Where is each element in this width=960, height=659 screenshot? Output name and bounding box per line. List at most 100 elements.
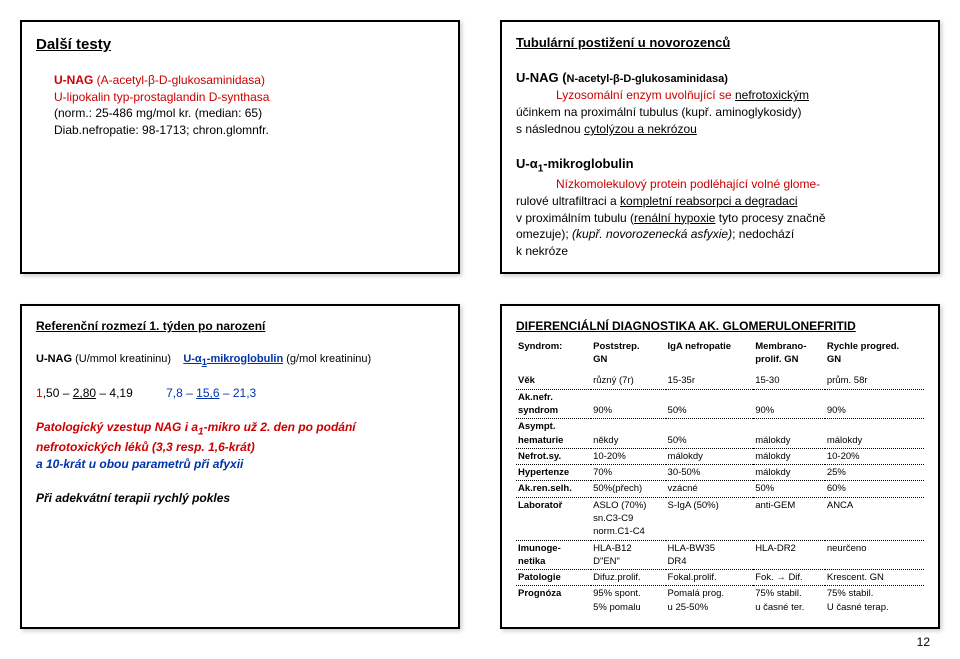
r-ak1: Ak.nefr. (518, 392, 553, 403)
unag-body: Lyzosomální enzym uvolňující se (556, 88, 735, 102)
pr2b: u 25-50% (668, 602, 709, 613)
ua1-b4: omezuje); (516, 227, 572, 241)
c3a: Membrano- (755, 341, 806, 352)
heading-dd: DIFERENCIÁLNÍ DIAGNOSTIKA AK. GLOMERULON… (516, 318, 924, 335)
h2: 30-50% (666, 465, 754, 481)
n2: málokdy (666, 448, 754, 464)
n3: málokdy (753, 448, 825, 464)
r-ar: Ak.ren.selh. (516, 481, 591, 497)
p4: Krescent. GN (825, 570, 924, 586)
r-im1: Imunoge- (518, 543, 561, 554)
v4: prům. 58r (825, 373, 924, 389)
r-lab: Laboratoř (516, 497, 591, 540)
p2: Fokal.prolif. (666, 570, 754, 586)
v3: 15-30 (753, 373, 825, 389)
unag-head-sub: N-acetyl-β-D-glukosaminidasa) (567, 73, 728, 85)
c3b: prolif. GN (755, 354, 798, 365)
r-as2: hematurie (518, 435, 563, 446)
r-vek: Věk (516, 373, 591, 389)
u-nag-desc: (A-acetyl-β-D-glukosaminidasa) (93, 73, 265, 87)
it3: a 10-krát u obou parametrů při afyxii (36, 456, 444, 473)
v2: 15-35r (666, 373, 754, 389)
ua1-b5: ; nedochází (732, 227, 794, 241)
ar4: 60% (825, 481, 924, 497)
r1-red: 1 (36, 386, 43, 400)
pr2a: Pomalá prog. (668, 588, 725, 599)
ua1-pre: U-α (516, 156, 538, 171)
h3: málokdy (753, 465, 825, 481)
h4: 25% (825, 465, 924, 481)
u-nag-label: U-NAG (54, 73, 93, 87)
ua1-it: (kupř. novorozenecká asfyxie) (572, 227, 732, 241)
im3: HLA-DR2 (753, 540, 825, 570)
l3: anti-GEM (753, 497, 825, 540)
im4: neurčeno (825, 540, 924, 570)
norm-range: (norm.: 25-486 mg/mol kr. (median: 65) (54, 105, 444, 122)
u-lipokalin: U-lipokalin typ-prostaglandin D-synthasa (54, 89, 444, 106)
h1: 70% (591, 465, 665, 481)
hdr-syndrom: Syndrom: (516, 339, 591, 368)
it4: Při adekvátní terapii rychlý pokles (36, 490, 444, 507)
a1: 90% (591, 389, 665, 419)
ua1-b3-post: tyto procesy značně (715, 211, 825, 225)
panel-referencni: Referenční rozmezí 1. týden po narození … (20, 304, 460, 629)
page-number: 12 (917, 635, 930, 649)
l2: S-IgA (50%) (666, 497, 754, 540)
panel-diferencialni: DIFERENCIÁLNÍ DIAGNOSTIKA AK. GLOMERULON… (500, 304, 940, 629)
c4b: GN (827, 354, 841, 365)
pr4a: 75% stabil. (827, 588, 873, 599)
col2-u: -mikroglobulin (207, 353, 283, 365)
unag-u2: cytolýzou a nekrózou (584, 122, 697, 136)
a3: 90% (753, 389, 825, 419)
r1-main: ,50 – (43, 386, 73, 400)
im1b: D"EN" (593, 556, 620, 567)
r-im2: netika (518, 556, 545, 567)
ua1-b3-pre: v proximálním tubulu ( (516, 211, 634, 225)
pr1b: 5% pomalu (593, 602, 641, 613)
r1-mid: 2,80 (73, 386, 96, 400)
im2a: HLA-BW35 (668, 543, 716, 554)
r-hy: Hypertenze (516, 465, 591, 481)
pr4b: U časné terap. (827, 602, 889, 613)
r2-mid: 15,6 (196, 386, 219, 400)
unag-body2: účinkem na proximální tubulus (kupř. ami… (516, 105, 801, 119)
s1: někdy (591, 419, 665, 449)
l1b: sn.C3-C9 (593, 513, 633, 524)
ua1-u2: renální hypoxie (634, 211, 715, 225)
it1: Patologický vzestup NAG i a (36, 420, 198, 434)
r-ns: Nefrot.sy. (516, 448, 591, 464)
pr3b: u časné ter. (755, 602, 804, 613)
ua1-post: -mikroglobulin (543, 156, 633, 171)
col2-tail: (g/mol kreatininu) (283, 353, 371, 365)
r-pro: Prognóza (516, 586, 591, 615)
panel-tubularni: Tubulární postižení u novorozenců U-NAG … (500, 20, 940, 274)
c4a: Rychle progred. (827, 341, 899, 352)
ar3: 50% (753, 481, 825, 497)
c1a: Poststrep. (593, 341, 639, 352)
diab-nefro: Diab.nefropatie: 98-1713; chron.glomnfr. (54, 122, 444, 139)
col1-sub: (U/mmol kreatininu) (75, 353, 171, 365)
heading-tubularni: Tubulární postižení u novorozenců (516, 34, 924, 52)
ua1-body1: Nízkomolekulový protein podléhající voln… (556, 177, 820, 191)
c1b: GN (593, 354, 607, 365)
ua1-b6: k nekróze (516, 243, 924, 260)
ua1-b2-pre: rulové ultrafiltraci a (516, 194, 620, 208)
unag-head-pre: U-NAG ( (516, 70, 567, 85)
n1: 10-20% (591, 448, 665, 464)
it2: nefrotoxických léků (3,3 resp. 1,6-krát) (36, 439, 444, 456)
unag-body3-pre: s následnou (516, 122, 584, 136)
ar1: 50%(přech) (591, 481, 665, 497)
pr1a: 95% spont. (593, 588, 641, 599)
r2-pre: 7,8 – (166, 386, 196, 400)
l1c: norm.C1-C4 (593, 526, 645, 537)
s2: 50% (666, 419, 754, 449)
v1: různý (7r) (591, 373, 665, 389)
r1-post: – 4,19 (96, 386, 133, 400)
r-ak2: syndrom (518, 405, 558, 416)
s4: málokdy (825, 419, 924, 449)
q1-content: U-NAG (A-acetyl-β-D-glukosaminidasa) U-l… (54, 72, 444, 139)
s3: málokdy (753, 419, 825, 449)
im1a: HLA-B12 (593, 543, 632, 554)
ar2: vzácné (666, 481, 754, 497)
c2: IgA nefropatie (666, 339, 754, 368)
